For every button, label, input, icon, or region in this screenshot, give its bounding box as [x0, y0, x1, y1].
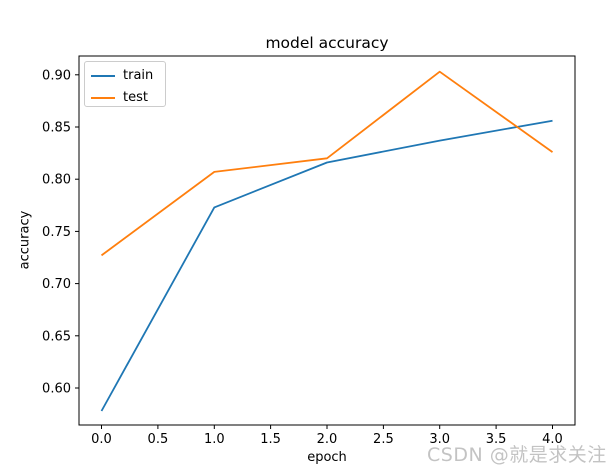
y-tick-label: 0.75 — [42, 225, 71, 240]
y-tick-label: 0.70 — [42, 277, 71, 292]
x-tick-label: 1.0 — [204, 432, 225, 447]
legend-entry-train: train — [91, 66, 165, 85]
legend-line-sample-train — [91, 74, 115, 77]
legend-line-sample-test — [91, 96, 115, 99]
y-tick-label: 0.90 — [42, 68, 71, 83]
x-tick-label: 0.0 — [91, 432, 112, 447]
x-tick-label: 4.0 — [542, 432, 563, 447]
y-tick-label: 0.80 — [42, 173, 71, 188]
x-tick-label: 0.5 — [148, 432, 169, 447]
watermark: CSDN @就是求关注 — [427, 444, 607, 466]
line-test — [100, 70, 554, 257]
y-tick-label: 0.65 — [42, 329, 71, 344]
x-tick-label: 3.0 — [429, 432, 450, 447]
x-tick-label: 2.5 — [373, 432, 394, 447]
legend-entry-test: test — [91, 88, 165, 107]
x-tick-label: 2.0 — [317, 432, 338, 447]
chart-title: model accuracy — [265, 34, 389, 52]
legend-label-test: test — [123, 90, 148, 105]
y-tick-label: 0.60 — [42, 382, 71, 397]
y-tick-label: 0.85 — [42, 121, 71, 136]
x-tick-label: 3.5 — [486, 432, 507, 447]
y-axis-label: accuracy — [17, 210, 33, 270]
x-axis-label: epoch — [307, 450, 347, 465]
legend: train test — [84, 61, 166, 107]
legend-label-train: train — [123, 68, 154, 83]
x-tick-label: 1.5 — [260, 432, 281, 447]
line-train — [100, 119, 553, 412]
plot-border — [78, 55, 576, 426]
